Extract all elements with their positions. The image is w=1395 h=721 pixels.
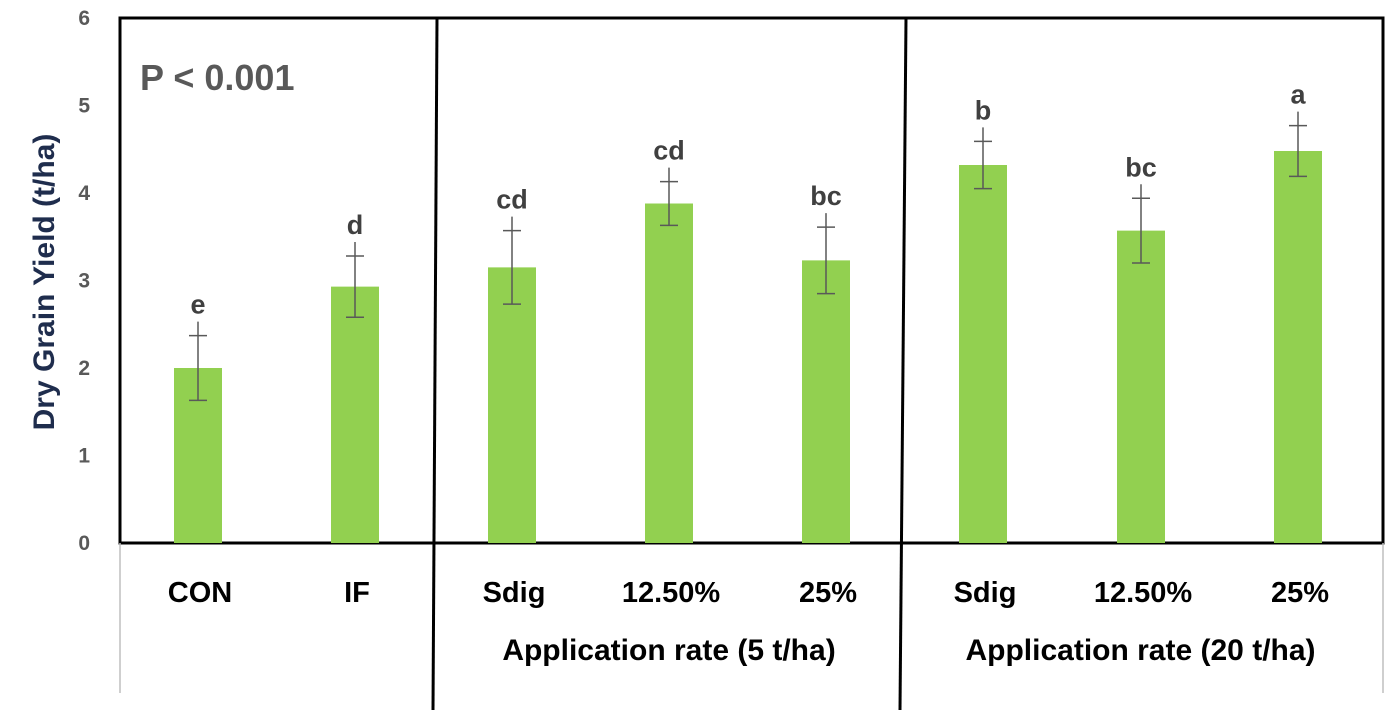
category-label: Sdig <box>483 577 546 609</box>
y-tick-labels: 0 1 2 3 4 5 6 <box>78 7 90 555</box>
p-value-annotation: P < 0.001 <box>140 57 294 98</box>
y-tick-label: 3 <box>78 270 90 293</box>
category-labels: CON IF Sdig 12.50% 25% Sdig 12.50% 25% <box>168 577 1329 609</box>
category-label: 25% <box>799 577 857 609</box>
bar <box>331 286 379 543</box>
significance-letter: cd <box>653 136 685 166</box>
significance-letter: bc <box>810 181 842 211</box>
group-separator <box>898 17 908 711</box>
significance-letter: cd <box>496 185 528 215</box>
category-label: Sdig <box>954 577 1017 609</box>
y-tick-label: 4 <box>78 182 90 205</box>
y-tick-label: 0 <box>78 532 90 555</box>
significance-letters: e d cd cd bc b bc a <box>190 80 1306 320</box>
category-label: IF <box>344 577 370 609</box>
y-tick-label: 1 <box>78 445 90 468</box>
error-bars <box>189 111 1307 402</box>
bar <box>802 260 850 543</box>
bar <box>645 203 693 543</box>
y-tick-label: 2 <box>78 357 90 380</box>
category-label: 25% <box>1271 577 1329 609</box>
bar <box>959 165 1007 543</box>
significance-letter: d <box>347 210 364 240</box>
significance-letter: bc <box>1125 152 1157 182</box>
category-label: 12.50% <box>622 577 721 609</box>
y-tick-label: 5 <box>78 95 90 118</box>
group-labels: Application rate (5 t/ha) Application rat… <box>502 634 1315 667</box>
significance-letter: b <box>975 95 992 125</box>
category-label: 12.50% <box>1094 577 1193 609</box>
group-label: Application rate (20 t/ha) <box>965 634 1315 667</box>
bar <box>1117 230 1165 543</box>
category-label: CON <box>168 577 232 609</box>
bars <box>174 151 1322 543</box>
group-separator <box>431 17 439 711</box>
bar <box>488 267 536 543</box>
y-tick-label: 6 <box>78 7 90 30</box>
plot-frame <box>118 16 1385 545</box>
significance-letter: e <box>190 290 205 320</box>
bar <box>1274 151 1322 543</box>
significance-letter: a <box>1290 80 1306 110</box>
panel-frames <box>118 16 1385 711</box>
y-axis-label: Dry Grain Yield (t/ha) <box>28 134 61 431</box>
group-label: Application rate (5 t/ha) <box>502 634 835 667</box>
